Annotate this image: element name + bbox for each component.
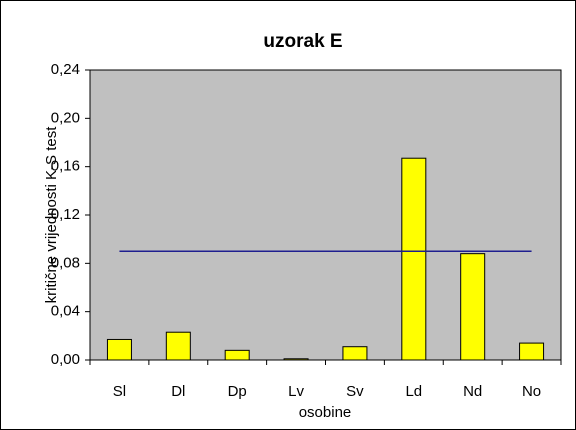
x-tick-label: Sl xyxy=(113,383,126,400)
y-tick-label: 0,20 xyxy=(51,109,80,126)
bar xyxy=(401,157,427,361)
x-tick-label: Lv xyxy=(288,383,304,400)
y-tick-label: 0,04 xyxy=(51,303,80,320)
y-tick-label: 0,24 xyxy=(51,61,80,78)
x-axis-title: osobine xyxy=(299,404,352,421)
y-axis-title: kritične vrijednosti K-S test xyxy=(43,126,60,304)
x-tick-label: Dl xyxy=(171,383,185,400)
bar xyxy=(519,342,545,361)
bar xyxy=(106,338,132,361)
bar xyxy=(165,331,191,361)
bar xyxy=(283,358,309,361)
x-tick-label: Nd xyxy=(463,383,482,400)
y-tick-label: 0,00 xyxy=(51,351,80,368)
x-tick-label: Ld xyxy=(405,383,422,400)
bar xyxy=(460,253,486,361)
plot-area xyxy=(89,69,562,361)
bar xyxy=(224,349,250,361)
chart-title: uzorak E xyxy=(263,31,342,52)
bar xyxy=(342,346,368,361)
x-tick-label: Dp xyxy=(228,383,247,400)
y-tick-label: 0,12 xyxy=(51,206,80,223)
y-tick-label: 0,08 xyxy=(51,254,80,271)
y-tick-label: 0,16 xyxy=(51,158,80,175)
x-tick-label: Sv xyxy=(346,383,364,400)
x-tick-label: No xyxy=(522,383,541,400)
